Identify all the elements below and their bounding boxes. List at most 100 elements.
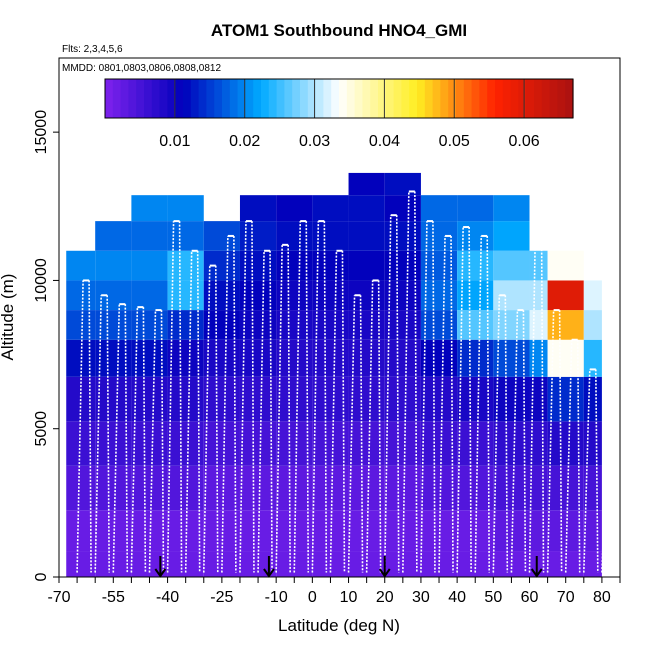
heatmap-cell [384,421,421,466]
colorbar-tick-label: 0.03 [299,133,330,150]
colorbar-swatch [463,79,473,118]
heatmap-cell [493,421,530,466]
colorbar-tick-label: 0.06 [509,133,540,150]
heatmap-cell [95,250,132,281]
heatmap-cell [348,510,385,552]
heatmap-cell [348,221,385,251]
heatmap-cell [167,421,204,466]
colorbar-swatch [549,79,558,118]
heatmap-cell [457,465,494,511]
flight-profile-descent [323,221,328,573]
dates-subtitle: MMDD: 0801,0803,0806,0808,0812 [62,63,221,74]
x-axis-tick-label: 60 [521,589,539,606]
colorbar-swatch [440,79,449,118]
heatmap-cell [583,551,602,577]
flight-profile-descent [377,280,382,573]
colorbar-swatch [315,79,324,118]
y-axis-tick-label: 5000 [33,411,50,447]
colorbar: 0.01 0.02 0.03 0.04 0.05 0.06 [104,78,574,150]
colorbar-swatch [432,79,441,118]
colorbar-tick-label: 0.01 [159,133,190,150]
heatmap-cell [583,339,602,377]
flight-profile-descent [395,215,400,573]
colorbar-swatch [284,79,293,118]
flight-profile-ascent [347,295,356,573]
heatmap-cell [384,172,421,196]
heatmap-cell [276,465,313,511]
flights-subtitle: Flts: 2,3,4,5,6 [62,44,123,55]
colorbar-swatch [229,79,239,118]
flight-profile-ascent [510,310,519,573]
colorbar-swatch [253,79,262,118]
flight-profile-ascent [311,221,320,573]
heatmap-cell [529,310,548,340]
colorbar-swatch [245,79,254,118]
colorbar-swatch [409,79,418,118]
heatmap-cell [420,510,458,552]
flight-profile-descent [251,221,255,573]
flight-profile-descent [341,250,346,573]
flight-profile-descent [305,221,310,573]
flight-profile-ascent [112,304,121,573]
heatmap-cell [95,465,132,511]
flight-profile-descent [450,235,454,573]
heatmap-cell [131,221,168,251]
heatmap-cell [420,376,458,422]
descent-arrow-head [530,568,543,578]
heatmap-cell [167,510,204,552]
flight-profile-descent [124,304,129,573]
y-axis-tick-label: 10000 [33,258,50,303]
heatmap-cell [348,465,385,511]
heatmap-cell [276,510,313,552]
heatmap-cell [493,250,530,281]
heatmap-cell [583,376,602,422]
x-axis-tick-label: 80 [593,589,611,606]
heatmap-cell [167,195,204,222]
flight-profile-ascent [148,310,157,573]
flight-profile-descent [88,280,92,573]
colorbar-tick-label: 0.02 [229,133,260,150]
flight-profile-ascent [402,191,410,573]
colorbar-swatch [331,79,340,118]
colorbar-swatch [268,79,278,118]
flight-profile-descent [214,265,219,573]
colorbar-swatch [183,79,192,118]
heatmap-cell [66,250,96,281]
heatmap-cell [348,376,385,422]
heatmap-cell [547,280,584,311]
heatmap-cell [583,510,602,552]
heatmap-cell [547,250,584,281]
heatmap-cell [529,280,548,311]
heatmap-cell [312,465,349,511]
heatmap-cell [457,510,494,552]
heatmap-cell [95,421,132,466]
colorbar-swatch [557,79,566,118]
colorbar-swatch [190,79,200,118]
heatmap-cell [493,195,530,222]
colorbar-swatch [378,79,387,118]
flight-profile-ascent [202,265,211,573]
heatmap-cell [95,510,132,552]
colorbar-swatch [175,79,184,118]
flight-profile-ascent [546,310,555,573]
heatmap-cell [547,510,584,552]
heatmap-cell [131,280,168,311]
heatmap-cell [457,421,494,466]
flight-profile-descent [504,295,509,573]
heatmap-cell [167,465,204,511]
descent-arrow-head [263,568,275,578]
flight-profile-descent [414,191,418,573]
heatmap-cell [239,510,277,552]
heatmap-cell [203,510,240,552]
heatmap-cell [239,465,277,511]
heatmap-cell [384,465,421,511]
x-axis-tick-label: 50 [484,589,502,606]
heatmap-cell [583,310,602,340]
heatmap-cell [547,310,584,340]
flight-profile-ascent [492,295,501,573]
colorbar-swatch [354,79,363,118]
heatmap-cell [348,172,385,196]
heatmap-cell [420,195,458,222]
flight-profile-ascent [383,215,392,573]
y-axis: 0 5000 10000 15000 [33,110,59,581]
